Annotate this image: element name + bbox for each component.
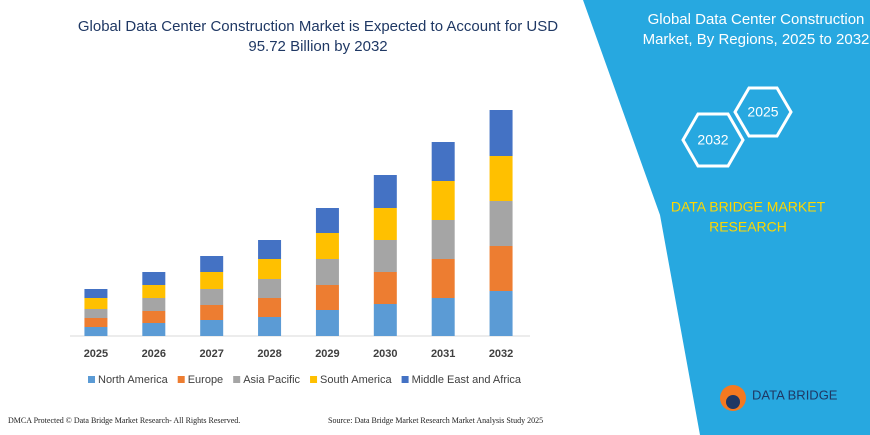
- bar-segment: [84, 298, 108, 309]
- hexagon-label: 2025: [747, 104, 778, 120]
- bar-segment: [84, 289, 108, 298]
- chart-title: Global Data Center Construction Market i…: [78, 18, 558, 35]
- bar-segment: [142, 311, 166, 323]
- bar-segment: [200, 320, 224, 336]
- x-tick-label: 2030: [373, 348, 397, 360]
- x-tick-label: 2025: [84, 348, 108, 360]
- side-panel: [583, 0, 870, 435]
- bar-segment: [489, 201, 513, 246]
- bar-segment: [315, 208, 339, 233]
- bar-segment: [258, 240, 282, 259]
- bar-segment: [489, 291, 513, 336]
- bar-segment: [431, 181, 455, 220]
- bar-segment: [373, 304, 397, 336]
- bar-segment: [489, 156, 513, 201]
- legend-swatch: [177, 376, 185, 383]
- bar-segment: [489, 110, 513, 156]
- brand: DATA BRIDGE MARKET: [671, 199, 826, 215]
- bar-segment: [315, 259, 339, 285]
- legend-label: North America: [98, 374, 169, 386]
- bar-segment: [142, 298, 166, 311]
- legend-label: South America: [320, 374, 392, 386]
- bar-segment: [373, 175, 397, 208]
- x-tick-label: 2026: [142, 348, 166, 360]
- bar-segment: [315, 285, 339, 310]
- bar-segment: [200, 256, 224, 272]
- panel-title: Global Data Center Construction: [648, 11, 865, 28]
- bar-segment: [431, 220, 455, 259]
- legend-label: Europe: [188, 374, 223, 386]
- bar-segment: [258, 298, 282, 317]
- bar-segment: [431, 259, 455, 298]
- logo-name: DATA BRIDGE: [752, 387, 838, 402]
- bar-segment: [200, 289, 224, 305]
- bar-segment: [431, 298, 455, 336]
- legend-swatch: [233, 376, 241, 383]
- hexagon: [681, 112, 745, 168]
- footer-source: Source: Data Bridge Market Research Mark…: [328, 416, 543, 425]
- legend-label: Asia Pacific: [243, 374, 300, 386]
- bar-segment: [200, 305, 224, 320]
- bar-segment: [315, 233, 339, 259]
- bar-segment: [142, 285, 166, 298]
- legend-swatch: [401, 376, 409, 383]
- x-tick-label: 2028: [257, 348, 281, 360]
- x-tick-label: 2027: [199, 348, 223, 360]
- bar-segment: [258, 279, 282, 298]
- bar-segment: [315, 310, 339, 336]
- chart-subtitle: 95.72 Billion by 2032: [248, 38, 387, 55]
- bar-segment: [84, 327, 108, 336]
- bar-segment: [258, 259, 282, 279]
- x-tick-label: 2029: [315, 348, 339, 360]
- bar-segment: [258, 317, 282, 336]
- bar-segment: [142, 272, 166, 285]
- x-tick-label: 2031: [431, 348, 455, 360]
- hexagon: [733, 86, 793, 138]
- bar-segment: [489, 246, 513, 291]
- footer-dmca: DMCA Protected © Data Bridge Market Rese…: [8, 416, 240, 425]
- bar-segment: [84, 318, 108, 327]
- legend-swatch: [310, 376, 318, 383]
- legend-label: Middle East and Africa: [412, 374, 522, 386]
- bar-segment: [373, 240, 397, 272]
- bar-segment: [373, 272, 397, 304]
- logo-icon: [726, 395, 740, 409]
- hexagon-label: 2032: [697, 132, 728, 148]
- bar-segment: [142, 323, 166, 336]
- brand: RESEARCH: [709, 219, 787, 235]
- bar-segment: [84, 309, 108, 318]
- legend-swatch: [88, 376, 95, 383]
- bar-segment: [431, 142, 455, 181]
- x-tick-label: 2032: [489, 348, 513, 360]
- panel-title: Market, By Regions, 2025 to 2032: [643, 31, 870, 48]
- bar-segment: [200, 272, 224, 289]
- bar-segment: [373, 208, 397, 240]
